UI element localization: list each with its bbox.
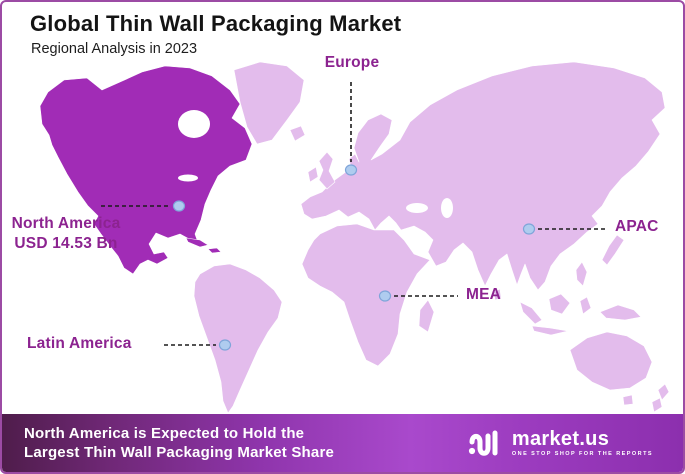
new-zealand-south-shape: [651, 397, 663, 413]
new-zealand-north-shape: [657, 383, 670, 401]
apac-marker: [522, 223, 536, 235]
madagascar-shape: [418, 299, 435, 333]
banner-line1: North America is Expected to Hold the: [24, 424, 305, 442]
mea-label: MEA: [466, 286, 502, 303]
page-subtitle: Regional Analysis in 2023: [31, 41, 198, 57]
caspian-sea-water: [441, 198, 453, 218]
key-takeaway-banner: North America is Expected to Hold the La…: [2, 414, 683, 472]
market-us-logo-icon: [468, 430, 498, 456]
europe-label: Europe: [324, 54, 380, 71]
greenland-shape: [233, 61, 305, 145]
java-shape: [531, 325, 569, 336]
tasmania-shape: [622, 394, 634, 406]
logo-brand: market.us: [511, 428, 610, 450]
japan-shape: [601, 234, 625, 266]
south-america-shape: [193, 263, 283, 414]
north-america-label: North America USD 14.53 Bn: [4, 214, 128, 253]
north-america-label-name: North America: [11, 215, 121, 232]
black-sea-water: [406, 203, 428, 213]
uk-shape: [318, 151, 336, 190]
europe-marker: [344, 164, 358, 176]
australia-shape: [569, 331, 653, 391]
apac-label: APAC: [615, 218, 659, 235]
sulawesi-shape: [579, 296, 592, 315]
north-america-label-value: USD 14.53 Bn: [14, 234, 118, 252]
philippines-shape: [575, 261, 588, 287]
logo-text: market.us ONE STOP SHOP FOR THE REPORTS: [512, 429, 653, 457]
latin-america-marker: [218, 339, 232, 351]
new-guinea-shape: [599, 304, 642, 321]
eurasia-shape: [300, 61, 666, 291]
logo-tagline: ONE STOP SHOP FOR THE REPORTS: [511, 451, 653, 457]
hudson-bay-water: [178, 110, 210, 138]
great-lakes-water: [178, 174, 198, 182]
latin-america-label: Latin America: [27, 335, 132, 352]
cuba-shape: [185, 237, 209, 248]
page-title: Global Thin Wall Packaging Market: [30, 11, 402, 36]
borneo-shape: [548, 293, 571, 315]
north-america-marker: [172, 200, 186, 212]
hispaniola-shape: [207, 247, 222, 254]
mea-marker: [378, 290, 392, 302]
market-us-logo: market.us ONE STOP SHOP FOR THE REPORTS: [465, 427, 653, 459]
iceland-shape: [289, 125, 306, 142]
banner-line2: Largest Thin Wall Packaging Market Share: [24, 444, 335, 461]
africa-shape: [301, 223, 431, 367]
sri-lanka-shape: [493, 288, 502, 301]
sumatra-shape: [519, 301, 543, 325]
ireland-shape: [307, 166, 319, 183]
banner-text: North America is Expected to Hold the La…: [24, 424, 334, 463]
